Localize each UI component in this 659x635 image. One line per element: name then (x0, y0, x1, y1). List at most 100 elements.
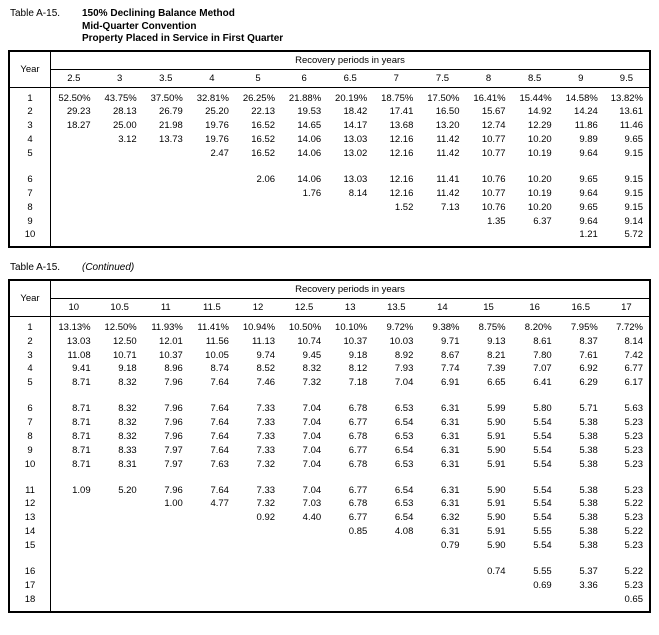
value-cell (465, 579, 511, 593)
year-cell: 17 (9, 579, 51, 593)
value-cell: 13.03 (51, 335, 97, 349)
value-cell: 8.14 (604, 335, 650, 349)
value-cell: 11.42 (419, 187, 465, 201)
table-row: 111.095.207.967.647.337.046.776.546.315.… (9, 480, 650, 498)
value-cell: 6.65 (465, 376, 511, 390)
value-cell: 14.06 (281, 147, 327, 161)
table-row: 91.356.379.649.14 (9, 215, 650, 229)
value-cell: 8.74 (189, 362, 235, 376)
value-cell: 6.78 (327, 458, 373, 472)
value-cell: 5.38 (558, 511, 604, 525)
value-cell: 4.08 (373, 525, 419, 539)
value-cell: 8.37 (558, 335, 604, 349)
table-row: 43.1213.7319.7616.5214.0613.0312.1611.42… (9, 133, 650, 147)
period-header: 13.5 (373, 298, 419, 316)
value-cell (327, 593, 373, 612)
value-cell: 7.32 (235, 458, 281, 472)
value-cell: 5.54 (512, 416, 558, 430)
value-cell (281, 215, 327, 229)
period-header: 11.5 (189, 298, 235, 316)
value-cell (143, 169, 189, 187)
value-cell: 9.15 (604, 187, 650, 201)
value-cell: 7.96 (143, 416, 189, 430)
value-cell: 5.72 (604, 228, 650, 247)
value-cell: 7.64 (189, 416, 235, 430)
value-cell: 6.31 (419, 480, 465, 498)
value-cell: 25.20 (189, 105, 235, 119)
value-cell: 7.32 (281, 376, 327, 390)
value-cell: 21.88% (281, 87, 327, 105)
value-cell: 10.03 (373, 335, 419, 349)
year-cell: 8 (9, 201, 51, 215)
value-cell: 0.65 (604, 593, 650, 612)
table-label: Table A-15. (8, 262, 82, 275)
value-cell (97, 497, 143, 511)
value-cell: 18.27 (51, 119, 97, 133)
period-header: 16 (512, 298, 558, 316)
value-cell (143, 579, 189, 593)
value-cell: 20.19% (327, 87, 373, 105)
value-cell: 7.96 (143, 376, 189, 390)
value-cell: 6.77 (327, 480, 373, 498)
year-cell: 1 (9, 87, 51, 105)
value-cell: 13.73 (143, 133, 189, 147)
value-cell: 7.96 (143, 480, 189, 498)
value-cell: 16.41% (465, 87, 511, 105)
value-cell (97, 228, 143, 247)
value-cell: 5.38 (558, 416, 604, 430)
value-cell: 8.31 (97, 458, 143, 472)
value-cell: 7.33 (235, 398, 281, 416)
year-header: Year (9, 51, 51, 88)
value-cell: 5.23 (604, 458, 650, 472)
value-cell: 8.12 (327, 362, 373, 376)
value-cell: 0.85 (327, 525, 373, 539)
value-cell: 5.91 (465, 458, 511, 472)
value-cell: 5.23 (604, 539, 650, 553)
period-header: 12 (235, 298, 281, 316)
value-cell: 11.08 (51, 349, 97, 363)
value-cell (281, 201, 327, 215)
value-cell: 19.53 (281, 105, 327, 119)
value-cell: 8.61 (512, 335, 558, 349)
value-cell: 5.22 (604, 525, 650, 539)
value-cell (419, 593, 465, 612)
value-cell: 13.03 (327, 169, 373, 187)
value-cell: 14.06 (281, 169, 327, 187)
value-cell: 8.32 (97, 398, 143, 416)
value-cell: 6.31 (419, 444, 465, 458)
value-cell (143, 215, 189, 229)
value-cell: 10.77 (465, 133, 511, 147)
value-cell: 10.71 (97, 349, 143, 363)
value-cell: 6.77 (327, 511, 373, 525)
value-cell: 9.13 (465, 335, 511, 349)
value-cell (235, 187, 281, 201)
table-row: 62.0614.0613.0312.1611.4110.7610.209.659… (9, 169, 650, 187)
period-header: 16.5 (558, 298, 604, 316)
value-cell: 5.55 (512, 525, 558, 539)
value-cell: 26.25% (235, 87, 281, 105)
table-row: 68.718.327.967.647.337.046.786.536.315.9… (9, 398, 650, 416)
value-cell (281, 525, 327, 539)
value-cell: 7.07 (512, 362, 558, 376)
value-cell: 9.65 (558, 201, 604, 215)
value-cell (143, 593, 189, 612)
year-cell: 7 (9, 416, 51, 430)
value-cell (419, 579, 465, 593)
value-cell (143, 539, 189, 553)
section-spacer (9, 553, 650, 561)
value-cell: 6.31 (419, 497, 465, 511)
value-cell: 7.04 (281, 430, 327, 444)
value-cell (373, 593, 419, 612)
table-title-line: (Continued) (82, 262, 134, 275)
value-cell: 6.31 (419, 398, 465, 416)
section-spacer (9, 161, 650, 169)
value-cell: 19.76 (189, 133, 235, 147)
value-cell: 17.41 (373, 105, 419, 119)
value-cell: 5.91 (465, 525, 511, 539)
value-cell (327, 215, 373, 229)
value-cell: 8.71 (51, 376, 97, 390)
value-cell: 16.52 (235, 147, 281, 161)
value-cell: 43.75% (97, 87, 143, 105)
period-header: 10 (51, 298, 97, 316)
value-cell: 6.29 (558, 376, 604, 390)
